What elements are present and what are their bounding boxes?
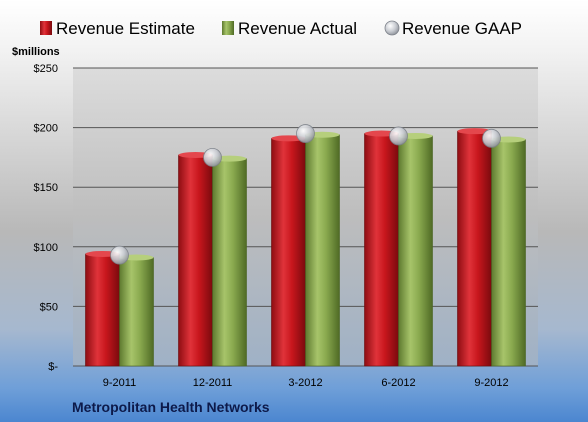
bar-revenue-actual (305, 134, 340, 367)
bar-revenue-estimate (457, 130, 492, 367)
x-tick-label: 9-2011 (103, 377, 136, 389)
x-tick-label: 9-2012 (474, 377, 508, 389)
x-tick-label: 6-2012 (381, 377, 415, 389)
bar-revenue-estimate (271, 138, 306, 367)
y-tick-label: $50 (40, 301, 58, 313)
legend-swatch-revenue-gaap (384, 20, 400, 36)
legend-label: Revenue GAAP (402, 19, 522, 38)
y-tick-label: $150 (34, 182, 58, 194)
legend-swatch-revenue-estimate (40, 21, 52, 35)
x-tick-label: 3-2012 (288, 377, 322, 389)
y-tick-label: $250 (34, 63, 58, 75)
marker-revenue-gaap (296, 124, 315, 143)
y-tick-label: $200 (34, 123, 58, 135)
legend-label: Revenue Actual (238, 19, 357, 38)
bar-revenue-actual (398, 135, 433, 367)
bar-revenue-actual (212, 158, 247, 367)
y-tick-label: $- (48, 361, 58, 373)
bar-revenue-estimate (364, 133, 399, 367)
marker-revenue-gaap (203, 147, 222, 167)
y-tick-label: $100 (34, 242, 58, 254)
bar-revenue-actual (491, 139, 526, 367)
x-axis-ticks: 9-2011 12-2011 3-2012 6-2012 9-2012 (103, 377, 509, 389)
marker-revenue-gaap (482, 128, 501, 148)
bar-revenue-actual (119, 257, 154, 367)
y-axis-ticks: $- $50 $100 $150 $200 $250 (34, 63, 59, 373)
x-tick-label: 12-2011 (193, 377, 233, 389)
legend-swatch-revenue-actual (222, 21, 234, 35)
bar-cap-estimate (457, 128, 492, 135)
bar-revenue-estimate (178, 154, 213, 367)
marker-revenue-gaap (110, 245, 129, 265)
y-axis-label: $millions (12, 46, 60, 58)
bars (85, 128, 526, 367)
gaap-markers (110, 124, 501, 265)
bar-revenue-estimate (85, 253, 120, 367)
company-label: Metropolitan Health Networks (72, 399, 270, 415)
legend-label: Revenue Estimate (56, 19, 195, 38)
marker-revenue-gaap (389, 126, 408, 146)
legend: Revenue Estimate Revenue Actual Revenue GA… (40, 19, 522, 38)
